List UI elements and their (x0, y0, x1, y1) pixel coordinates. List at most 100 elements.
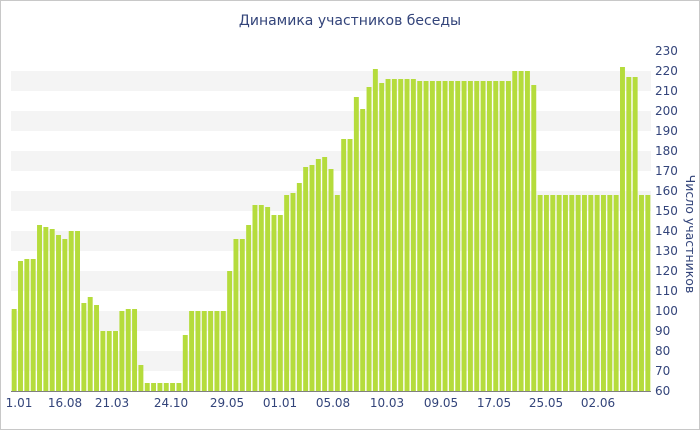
bar (94, 305, 100, 391)
grid-band (11, 151, 651, 171)
bar (157, 383, 163, 391)
y-tick-label: 150 (655, 204, 678, 218)
x-tick-label: 1.01 (6, 396, 33, 410)
bar (607, 195, 613, 391)
bar (562, 195, 568, 391)
bar (581, 195, 587, 391)
y-tick-label: 100 (655, 304, 678, 318)
bar (246, 225, 252, 391)
y-tick-label: 210 (655, 84, 678, 98)
x-tick-label: 21.03 (95, 396, 129, 410)
bar (353, 97, 359, 391)
grid-band (11, 111, 651, 131)
bar (372, 69, 378, 391)
x-tick-label: 01.01 (263, 396, 297, 410)
bar (410, 79, 416, 391)
x-tick-label: 17.05 (477, 396, 511, 410)
bar (626, 77, 632, 391)
bar (170, 383, 176, 391)
bar (151, 383, 157, 391)
bar (518, 71, 524, 391)
bar (100, 331, 106, 391)
chart-title: Динамика участников беседы (238, 13, 462, 29)
bar (347, 139, 353, 391)
y-axis-label: Число участников (683, 174, 698, 294)
bar (594, 195, 600, 391)
bar (239, 239, 245, 391)
bar (486, 81, 492, 391)
bar (556, 195, 562, 391)
bar (75, 231, 80, 391)
bar (271, 215, 277, 391)
bar (474, 81, 480, 391)
bar (113, 331, 119, 391)
bar (524, 71, 530, 391)
bar (176, 383, 182, 391)
y-tick-label: 70 (655, 364, 670, 378)
x-tick-label: 05.08 (316, 396, 350, 410)
bar (379, 83, 385, 391)
bar (227, 271, 233, 391)
grid-band (11, 71, 651, 91)
bar (56, 235, 61, 391)
y-tick-label: 110 (655, 284, 678, 298)
bar (448, 81, 454, 391)
x-tick-label: 29.05 (210, 396, 244, 410)
y-tick-label: 120 (655, 264, 678, 278)
y-tick-labels: 60 70 80 90 100 110 120 130 140 150 160 170 180 190 20… (655, 44, 678, 398)
bar (303, 167, 309, 391)
bar (436, 81, 442, 391)
bar (341, 139, 347, 391)
bar (68, 231, 74, 391)
x-tick-labels: 1.01 16.08 21.03 24.10 29.05 01.01 05.08 10.03 0… (6, 396, 616, 410)
bar (43, 227, 49, 391)
bar (30, 259, 36, 391)
bar (208, 311, 214, 391)
bar (645, 195, 651, 391)
bar (543, 195, 549, 391)
bar (290, 193, 296, 391)
bar (385, 79, 391, 391)
bar (233, 239, 239, 391)
bars (11, 67, 651, 391)
bar (455, 81, 461, 391)
bar (195, 311, 201, 391)
bar (334, 195, 340, 391)
x-tick-label: 10.03 (370, 396, 404, 410)
y-tick-label: 190 (655, 124, 678, 138)
bar (309, 165, 315, 391)
bar (37, 225, 42, 391)
bar (480, 81, 486, 391)
x-tick-label: 25.05 (529, 396, 563, 410)
bar (265, 207, 271, 391)
bar (442, 81, 448, 391)
bar (132, 309, 138, 391)
y-tick-label: 80 (655, 344, 670, 358)
y-tick-label: 130 (655, 244, 678, 258)
bar (49, 229, 55, 391)
bar (467, 81, 473, 391)
bar (144, 383, 150, 391)
bar (220, 311, 226, 391)
bar (569, 195, 575, 391)
bar (81, 303, 87, 391)
bar (391, 79, 397, 391)
bar (360, 109, 366, 391)
y-tick-label: 200 (655, 104, 678, 118)
y-tick-label: 160 (655, 184, 678, 198)
bar (62, 239, 68, 391)
bar (315, 159, 321, 391)
y-tick-label: 140 (655, 224, 678, 238)
bar (417, 81, 423, 391)
bar (138, 365, 144, 391)
bar (512, 71, 518, 391)
bar (461, 81, 467, 391)
bar (214, 311, 220, 391)
bar (632, 77, 638, 391)
bar (11, 309, 17, 391)
bar (201, 311, 207, 391)
bar (284, 195, 290, 391)
bar (277, 215, 283, 391)
